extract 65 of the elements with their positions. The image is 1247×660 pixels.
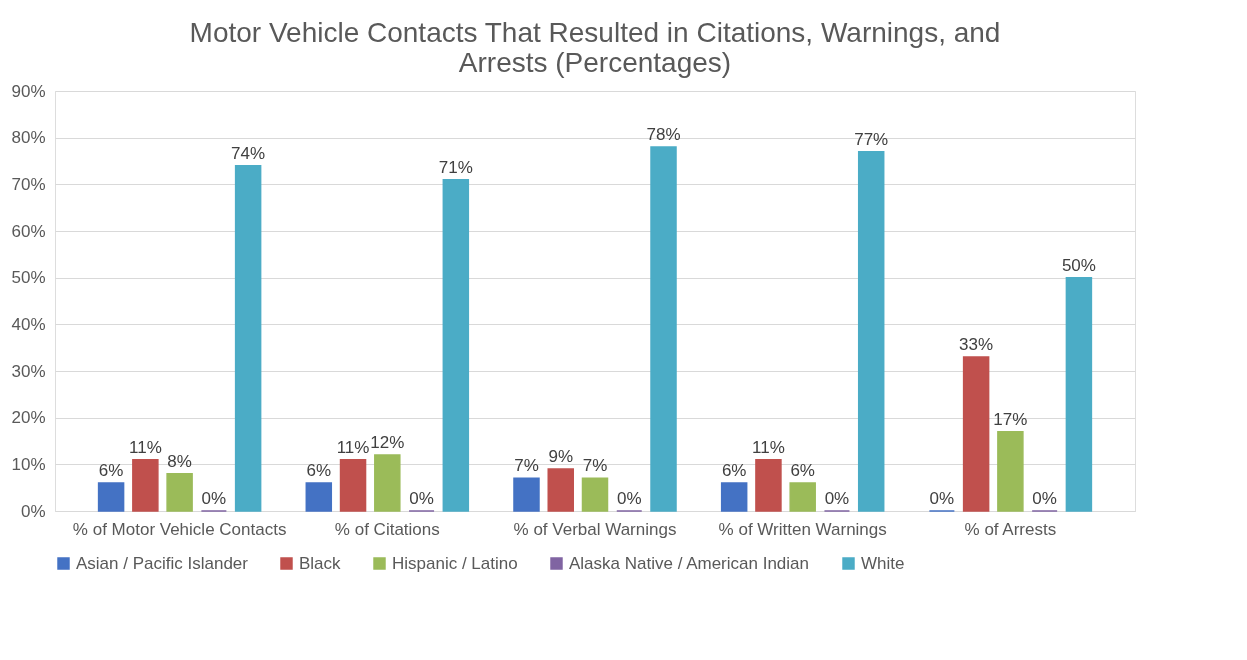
bar — [857, 150, 885, 512]
y-tick-label: 80% — [11, 128, 46, 148]
x-tick-label: % of Written Warnings — [718, 519, 887, 539]
bar — [442, 178, 470, 512]
bar — [513, 477, 540, 512]
data-label: 7% — [514, 456, 539, 476]
data-label: 9% — [548, 447, 574, 466]
y-tick-label: 60% — [11, 221, 46, 241]
y-tick-label: 0% — [20, 501, 46, 521]
data-label: 6% — [98, 461, 124, 480]
x-tick-label: % of Citations — [334, 519, 440, 539]
y-tick-label: 40% — [11, 314, 46, 334]
y-tick-label: 30% — [11, 361, 46, 381]
data-label: 0% — [929, 489, 955, 508]
data-label: 12% — [370, 433, 405, 452]
bar — [374, 454, 401, 512]
data-label: 0% — [201, 489, 227, 508]
y-tick-label: 90% — [11, 81, 46, 101]
data-label: 17% — [993, 409, 1028, 429]
data-label: 0% — [1032, 489, 1057, 508]
data-label: 6% — [721, 461, 747, 480]
chart-title: Motor Vehicle Contacts That Resulted in Citations, Warnings, and Arrests (Percentages) — [189, 17, 1001, 78]
data-label: 78% — [646, 125, 681, 144]
legend-label: Hispanic / Latino — [392, 553, 518, 573]
data-label: 0% — [824, 489, 850, 508]
bar — [1065, 276, 1093, 512]
bar — [166, 472, 193, 512]
x-tick-label: % of Arrests — [964, 519, 1057, 539]
data-label: 71% — [438, 157, 473, 177]
legend-label: Black — [299, 553, 342, 573]
bar — [339, 458, 367, 512]
data-label: 0% — [409, 489, 434, 508]
bar — [789, 482, 816, 512]
data-label: 77% — [854, 129, 889, 149]
y-tick-label: 10% — [11, 454, 46, 474]
y-tick-label: 50% — [11, 268, 46, 288]
data-label: 7% — [582, 456, 608, 476]
bar — [650, 146, 677, 512]
data-label: 8% — [167, 451, 192, 471]
bar — [132, 458, 159, 512]
bar — [755, 458, 782, 512]
data-label: 74% — [231, 143, 266, 163]
data-label: 6% — [790, 461, 815, 480]
data-label: 50% — [1061, 255, 1096, 275]
data-label: 33% — [959, 335, 994, 354]
bar — [234, 164, 262, 512]
data-label: 6% — [306, 461, 332, 480]
bar — [581, 477, 609, 512]
x-tick-label: % of Verbal Warnings — [513, 519, 677, 539]
legend-label: Asian / Pacific Islander — [76, 553, 249, 573]
x-tick-label: % of Motor Vehicle Contacts — [72, 519, 287, 539]
bar — [97, 482, 125, 512]
legend-label: Alaska Native / American Indian — [569, 553, 810, 573]
y-tick-label: 70% — [11, 174, 46, 194]
data-label: 11% — [128, 437, 162, 457]
data-label: 0% — [616, 489, 642, 508]
legend-label: White — [861, 553, 905, 573]
y-tick-label: 20% — [11, 408, 46, 428]
bar — [547, 468, 574, 512]
bar — [720, 482, 748, 512]
data-label: 11% — [752, 437, 785, 457]
bar — [305, 482, 333, 512]
bar — [962, 356, 990, 512]
data-label: 11% — [336, 437, 370, 457]
bar — [997, 430, 1024, 512]
